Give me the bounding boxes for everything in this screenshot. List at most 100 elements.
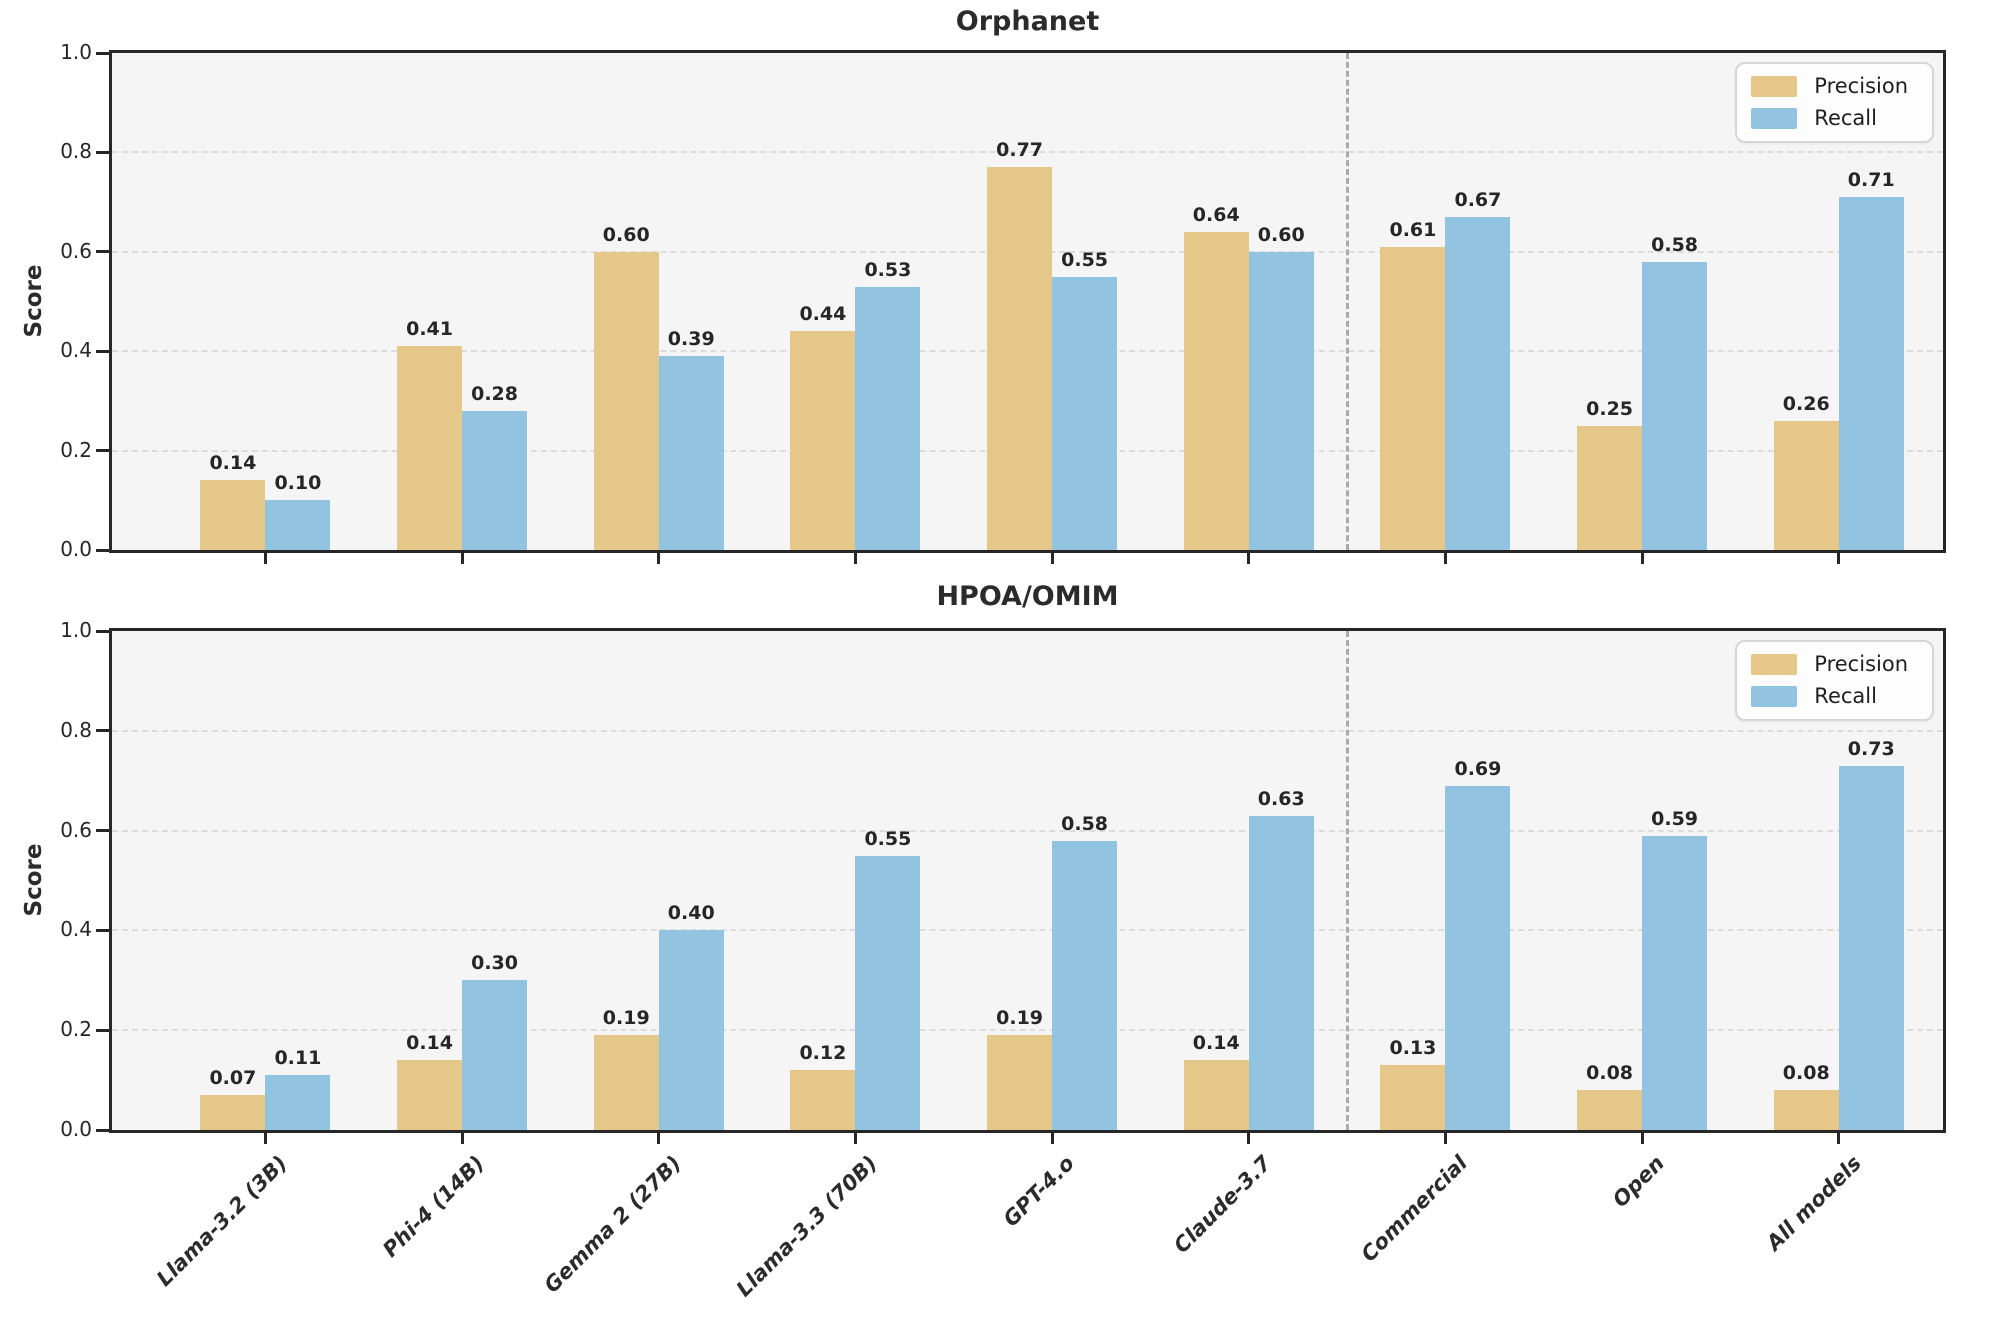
bar-value-precision-1: 0.14 [209, 452, 257, 475]
y-tick-mark [96, 729, 109, 733]
y-tick-label: 0.0 [60, 537, 92, 561]
x-tick-mark [1050, 1133, 1054, 1144]
gridline [112, 729, 1943, 732]
y-tick-label: 0.2 [60, 437, 92, 462]
x-tick-label-9: All models [1761, 1151, 1866, 1256]
bar-recall-2 [462, 980, 528, 1130]
x-tick-label-1: Llama-3.2 (3B) [152, 1151, 293, 1291]
x-tick-mark [1443, 553, 1447, 564]
legend-swatch-precision [1751, 76, 1798, 97]
y-tick-mark [96, 51, 109, 55]
bar-value-recall-2: 0.30 [471, 952, 518, 975]
y-tick-mark [96, 150, 109, 154]
x-tick-mark [263, 1133, 267, 1144]
x-tick-mark [460, 553, 464, 564]
gridline [112, 151, 1943, 154]
bar-recall-1 [265, 500, 331, 550]
legend-label-recall: Recall [1814, 106, 1877, 130]
bar-value-precision-7: 0.61 [1389, 218, 1437, 241]
y-tick-mark [96, 1128, 109, 1132]
bar-recall-9 [1838, 197, 1904, 550]
y-tick-mark [96, 928, 109, 932]
x-tick-label-2: Phi-4 (14B) [378, 1151, 490, 1262]
y-tick-mark [96, 349, 109, 353]
y-tick-label: 0.4 [60, 917, 92, 942]
y-tick-label: 0.6 [60, 817, 92, 842]
bar-recall-4 [855, 286, 921, 550]
bar-value-recall-3: 0.40 [667, 902, 715, 925]
gridline [112, 929, 1943, 932]
bar-precision-8 [1577, 1090, 1643, 1130]
bar-value-precision-2: 0.41 [406, 318, 453, 341]
bar-recall-2 [462, 410, 528, 550]
x-tick-label-8: Open [1608, 1151, 1670, 1212]
y-tick-mark [96, 1028, 109, 1032]
y-tick-label: 0.0 [60, 1117, 92, 1141]
bar-precision-6 [1183, 1060, 1249, 1130]
bar-value-recall-5: 0.55 [1061, 248, 1109, 271]
x-tick-mark [460, 1133, 464, 1144]
bar-precision-1 [200, 1095, 266, 1130]
y-tick-mark [96, 548, 109, 552]
plot-area-orphanet: Precision Recall 0.14 0.10 0.41 0.28 0.60 0.3… [109, 50, 1946, 553]
plot-area-hpoa-omim: Precision Recall 0.07 0.11 0.14 0.30 0.19 0.4… [109, 628, 1946, 1133]
bar-value-precision-5: 0.77 [996, 139, 1044, 162]
x-tick-label-4: Llama-3.3 (70B) [732, 1151, 883, 1302]
legend-swatch-precision [1751, 654, 1798, 675]
bar-value-precision-9: 0.08 [1782, 1062, 1830, 1085]
bar-value-recall-1: 0.11 [274, 1047, 322, 1070]
y-tick-mark [96, 629, 109, 633]
bar-recall-6 [1248, 251, 1314, 550]
y-tick-label: 1.0 [60, 40, 92, 64]
bar-recall-6 [1248, 815, 1314, 1130]
y-tick-label: 0.6 [60, 238, 92, 263]
legend-row-recall: Recall [1751, 108, 1908, 129]
bar-precision-9 [1773, 420, 1839, 550]
y-axis-label-hpoa-omim: Score [21, 843, 47, 917]
bar-value-recall-9: 0.71 [1847, 169, 1895, 192]
x-tick-label-6: Claude-3.7 [1168, 1151, 1276, 1258]
bar-value-precision-2: 0.14 [406, 1032, 453, 1055]
gridline [112, 1029, 1943, 1032]
legend-hpoa-omim: Precision Recall [1735, 640, 1934, 721]
y-tick-label: 0.4 [60, 338, 92, 363]
bar-value-precision-6: 0.14 [1192, 1032, 1240, 1055]
bar-value-recall-8: 0.58 [1651, 233, 1699, 256]
bar-value-precision-8: 0.25 [1586, 397, 1634, 420]
bar-recall-5 [1052, 276, 1118, 550]
x-tick-mark [1837, 553, 1841, 564]
bar-value-precision-1: 0.07 [209, 1067, 257, 1090]
y-axis-label-orphanet: Score [21, 264, 47, 338]
legend-label-precision: Precision [1814, 652, 1908, 676]
y-tick-label: 1.0 [60, 618, 92, 642]
bar-value-precision-4: 0.44 [799, 303, 847, 326]
bar-precision-7 [1380, 1065, 1446, 1130]
bar-precision-5 [987, 1035, 1053, 1130]
x-tick-mark [1837, 1133, 1841, 1144]
bar-value-recall-2: 0.28 [471, 382, 518, 405]
bar-precision-4 [790, 1070, 856, 1130]
x-tick-label-7: Commercial [1356, 1151, 1473, 1267]
bar-value-recall-8: 0.59 [1651, 807, 1699, 830]
bar-value-precision-7: 0.13 [1389, 1037, 1437, 1060]
y-tick-mark [96, 449, 109, 453]
bar-precision-2 [397, 1060, 463, 1130]
bar-precision-5 [987, 167, 1053, 550]
bar-value-recall-3: 0.39 [667, 328, 715, 351]
chart-title-hpoa-omim: HPOA/OMIM [936, 581, 1119, 612]
bar-value-recall-7: 0.67 [1454, 189, 1502, 211]
bar-value-recall-6: 0.63 [1257, 787, 1305, 810]
y-tick-mark [96, 250, 109, 254]
bar-recall-4 [855, 855, 921, 1130]
bar-value-recall-4: 0.53 [864, 258, 912, 281]
gridline [112, 829, 1943, 832]
bar-precision-7 [1380, 246, 1446, 550]
y-tick-label: 0.8 [60, 717, 92, 742]
x-tick-mark [263, 553, 267, 564]
x-tick-mark [853, 553, 857, 564]
bar-precision-4 [790, 331, 856, 550]
bar-precision-2 [397, 346, 463, 550]
bar-recall-8 [1642, 835, 1708, 1130]
bar-precision-9 [1773, 1090, 1839, 1130]
legend-swatch-recall [1751, 108, 1798, 129]
